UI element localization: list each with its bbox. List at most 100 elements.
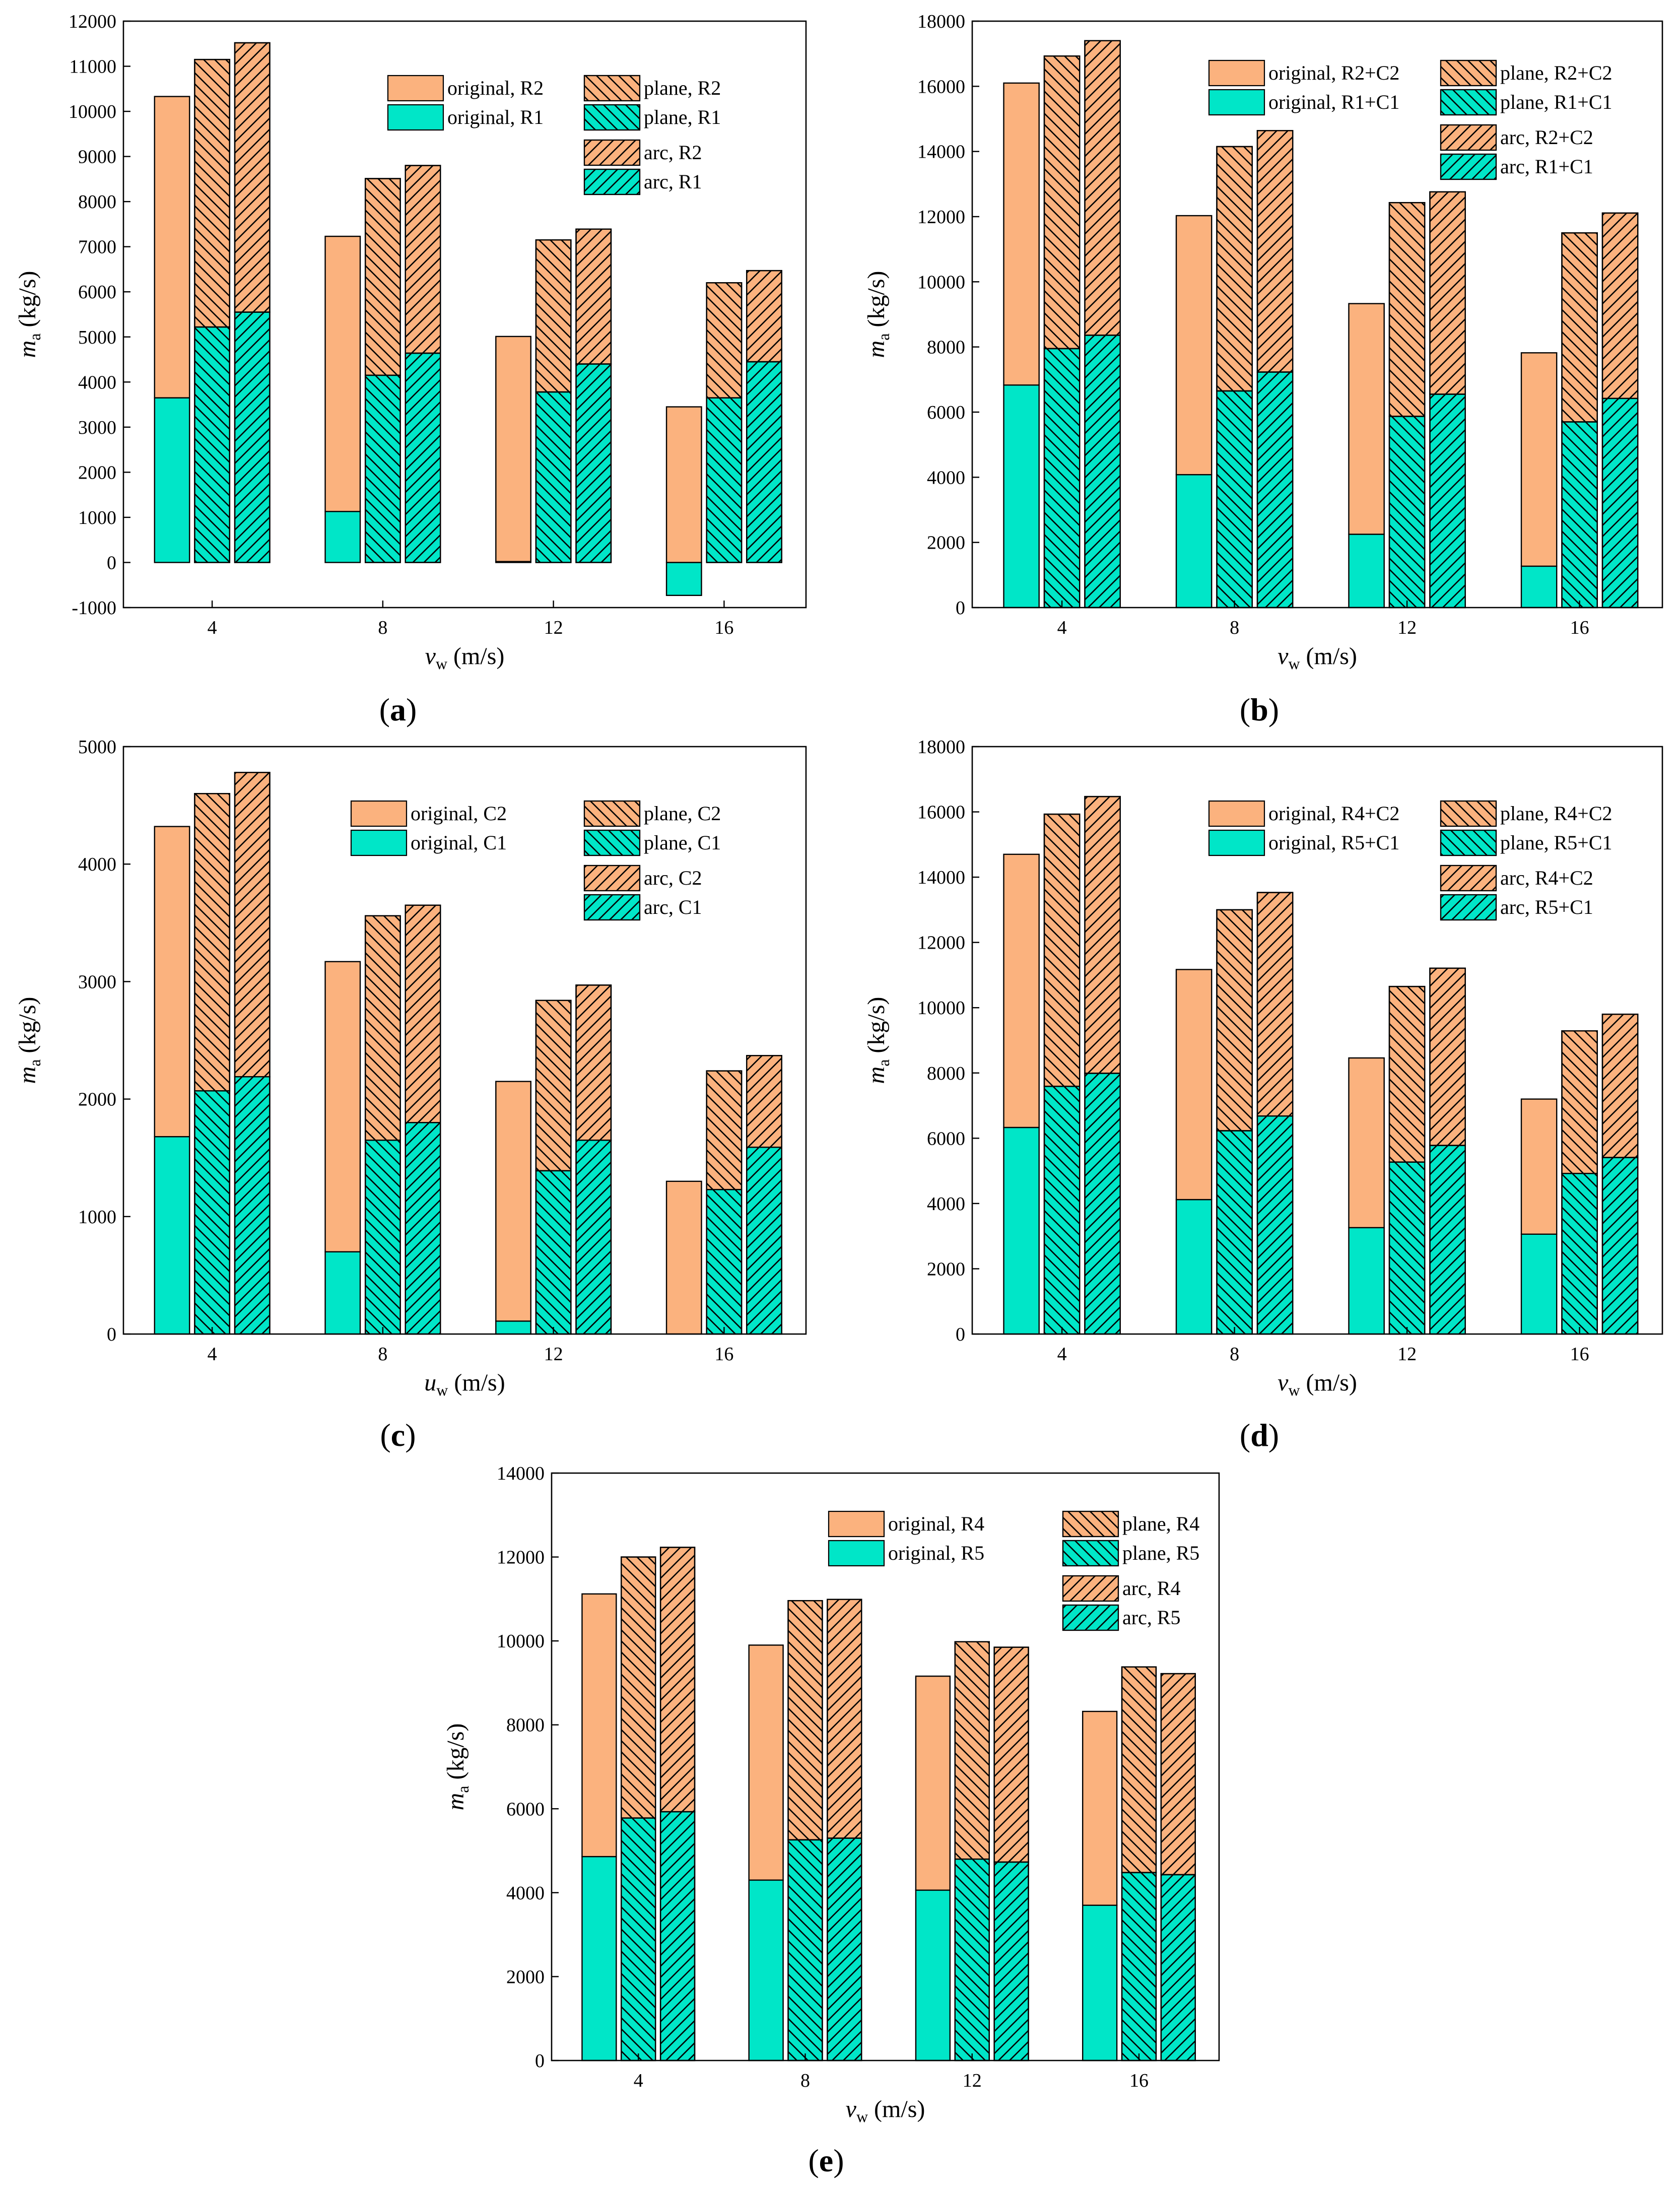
- legend-swatch-hatch-plane-bottom: [583, 104, 641, 131]
- bar-original-top-4: [1003, 853, 1040, 1128]
- bar-original-bottom-12: [495, 1320, 531, 1335]
- y-tick-label-10000: 10000: [917, 272, 965, 293]
- bar-arc-top-hatch-4: [1084, 795, 1121, 1074]
- panel-label: (c): [380, 1417, 416, 1453]
- legend-label-original-bottom: original, R1: [447, 106, 544, 128]
- bar-arc-top-hatch-12: [575, 228, 612, 365]
- bar-original-top-12: [495, 336, 531, 562]
- legend-swatch-hatch-arc-bottom: [583, 894, 641, 921]
- chart-panel-b: 4 8 12 16 0 2000 4000 6000 8000 10000 12000 14000 16…: [863, 11, 1663, 727]
- x-tick-label-4: 4: [1057, 1344, 1067, 1365]
- y-tick-label-18000: 18000: [917, 11, 965, 32]
- legend-label-plane-top: plane, C2: [644, 802, 721, 825]
- x-axis-label: vw (m/s): [1278, 1369, 1357, 1399]
- y-tick-label-12000: 12000: [497, 1547, 545, 1568]
- bar-plane-top-hatch-8: [364, 178, 401, 376]
- x-tick-label-12: 12: [544, 1344, 563, 1365]
- bar-original-bottom-4: [154, 397, 190, 563]
- bar-arc-top-hatch-4: [234, 42, 271, 313]
- bar-plane-top-hatch-8: [364, 915, 401, 1141]
- legend-label-plane-top: plane, R2+C2: [1500, 61, 1612, 84]
- legend-swatch-original-bottom: [350, 829, 408, 856]
- bar-plane-top-hatch-16: [1121, 1666, 1157, 1874]
- y-tick-label-1000: 1000: [78, 507, 116, 528]
- bar-arc-bottom-hatch-16: [1601, 1157, 1639, 1335]
- bar-arc-top-hatch-16: [1601, 212, 1639, 400]
- legend-swatch-hatch-arc-bottom: [1062, 1604, 1119, 1631]
- x-tick-label-12: 12: [1397, 617, 1417, 638]
- legend-swatch-hatch-arc-bottom: [1440, 894, 1497, 921]
- legend-swatch-hatch-plane-top: [1440, 59, 1497, 87]
- bar-plane-top-hatch-12: [1388, 985, 1426, 1163]
- bar-arc-top-hatch-8: [1256, 892, 1294, 1117]
- bar-original-bottom-8: [748, 1879, 784, 2062]
- bar-original-bottom-4: [1003, 1126, 1040, 1335]
- legend-label-original-top: original, R4+C2: [1268, 802, 1399, 825]
- bar-plane-bottom-hatch-8: [364, 374, 401, 563]
- x-tick-label-16: 16: [1570, 617, 1589, 638]
- x-tick-label-12: 12: [963, 2070, 982, 2091]
- bar-original-top-12: [915, 1675, 951, 1891]
- legend-label-original-bottom: original, R1+C1: [1268, 91, 1399, 113]
- bar-arc-top-hatch-16: [746, 1055, 782, 1148]
- bar-original-top-4: [1003, 82, 1040, 386]
- y-tick-label-4000: 4000: [506, 1883, 545, 1904]
- legend-swatch-original-top: [387, 75, 444, 102]
- legend-label-plane-top: plane, R4: [1122, 1512, 1199, 1535]
- bar-original-top-4: [154, 96, 190, 398]
- y-tick-label-0: 0: [107, 552, 116, 573]
- bar-arc-bottom-hatch-8: [827, 1837, 862, 2062]
- y-tick-label-4000: 4000: [78, 854, 116, 875]
- y-tick-label-2000: 2000: [78, 462, 116, 483]
- bar-plane-top-hatch-4: [1043, 813, 1081, 1087]
- bar-original-top-4: [581, 1593, 617, 1857]
- y-tick-label-6000: 6000: [78, 282, 116, 303]
- bar-plane-bottom-hatch-16: [1561, 1173, 1598, 1335]
- bar-arc-bottom-hatch-12: [575, 1140, 612, 1335]
- x-tick-label-8: 8: [378, 1344, 387, 1365]
- plot-frame: [971, 746, 1663, 1335]
- bar-plane-top-hatch-16: [1561, 232, 1598, 423]
- y-tick-label-12000: 12000: [917, 933, 965, 954]
- y-tick-label-7000: 7000: [78, 237, 116, 258]
- legend-swatch-hatch-plane-top: [1440, 800, 1497, 827]
- legend-swatch-hatch-arc-top: [1062, 1575, 1119, 1602]
- bar-arc-top-hatch-12: [1429, 967, 1466, 1146]
- y-tick-label-8000: 8000: [927, 337, 965, 358]
- bar-original-top-16: [1520, 1098, 1558, 1235]
- bar-original-top-8: [324, 961, 361, 1252]
- legend-label-plane-top: plane, R4+C2: [1500, 802, 1612, 825]
- bar-plane-bottom-hatch-4: [1043, 1086, 1081, 1335]
- legend-swatch-hatch-arc-top: [583, 865, 641, 892]
- legend-label-arc-bottom: arc, C1: [644, 896, 702, 918]
- legend-swatch-original-bottom: [387, 104, 444, 131]
- bar-plane-top-hatch-8: [787, 1600, 823, 1841]
- y-axis-label: ma (kg/s): [442, 1723, 472, 1811]
- chart-panel-d: 4 8 12 16 0 2000 4000 6000 8000 10000 12000 14000 16…: [863, 737, 1663, 1453]
- y-tick-label-1000: 1000: [78, 1207, 116, 1228]
- plot-frame: [551, 1472, 1220, 2062]
- legend-label-plane-top: plane, R2: [644, 77, 721, 99]
- bar-plane-top-hatch-16: [706, 1070, 743, 1190]
- bar-arc-bottom-hatch-8: [405, 352, 441, 563]
- bar-original-top-4: [154, 826, 190, 1138]
- x-axis-label: uw (m/s): [424, 1369, 505, 1399]
- x-tick-label-16: 16: [714, 1344, 733, 1365]
- y-tick-label-8000: 8000: [78, 191, 116, 213]
- panel-label: (d): [1240, 1417, 1279, 1453]
- bar-arc-top-hatch-16: [1160, 1673, 1196, 1876]
- bar-arc-bottom-hatch-16: [746, 1147, 782, 1335]
- y-tick-label-2000: 2000: [78, 1089, 116, 1110]
- bar-plane-top-hatch-4: [621, 1556, 656, 1819]
- legend-swatch-original-top: [350, 800, 408, 827]
- y-tick-label-16000: 16000: [917, 76, 965, 97]
- legend-swatch-original-top: [1208, 59, 1265, 87]
- bar-original-top-8: [1175, 969, 1213, 1201]
- x-tick-label-12: 12: [1397, 1344, 1417, 1365]
- bar-arc-bottom-hatch-16: [1601, 397, 1639, 609]
- y-tick-label-16000: 16000: [917, 802, 965, 823]
- legend-label-arc-top: arc, R2+C2: [1500, 126, 1593, 149]
- legend-label-arc-top: arc, R4: [1122, 1577, 1181, 1600]
- y-tick-label-11000: 11000: [69, 56, 116, 78]
